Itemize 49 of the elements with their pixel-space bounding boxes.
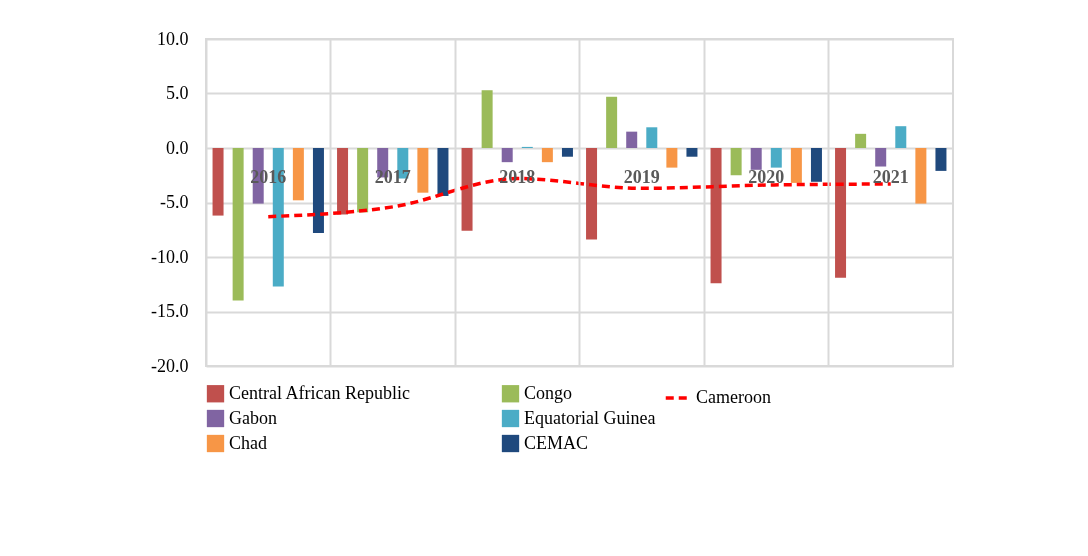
bar (312, 148, 324, 234)
bar (855, 133, 867, 148)
bar (935, 148, 947, 171)
bar (810, 148, 822, 182)
x-tick-label: 2021 (872, 166, 909, 187)
bar (212, 148, 224, 216)
bar (875, 148, 887, 167)
y-tick-label: -10.0 (151, 246, 189, 267)
bar (337, 148, 349, 215)
y-tick-label: -15.0 (151, 301, 189, 321)
y-tick-label: 0.0 (166, 137, 189, 158)
y-tick-label: -5.0 (160, 192, 189, 212)
bar (437, 148, 449, 196)
y-tick-label: -20.0 (151, 355, 189, 376)
legend-label: Central African Republic (229, 382, 410, 403)
bar (357, 148, 369, 213)
bar (750, 148, 762, 170)
bar (481, 90, 493, 148)
bar (895, 126, 907, 148)
y-tick-label: 5.0 (166, 83, 189, 103)
bar (770, 148, 782, 168)
x-tick-label: 2016 (250, 166, 287, 187)
x-tick-label: 2020 (748, 166, 785, 187)
bar (417, 148, 429, 193)
legend-label: Chad (229, 432, 267, 453)
bar (606, 96, 618, 148)
bar (561, 148, 573, 157)
x-tick-label: 2019 (623, 166, 660, 187)
bar (501, 148, 513, 163)
bar (730, 148, 742, 176)
bar (686, 148, 698, 157)
bar (586, 148, 598, 240)
bar (790, 148, 802, 183)
bar (835, 148, 847, 278)
y-tick-label: 10.0 (157, 28, 189, 49)
bar (626, 131, 638, 148)
legend-label: Congo (524, 382, 573, 403)
bar (646, 127, 658, 148)
legend-label: CEMAC (524, 432, 589, 453)
bar (666, 148, 678, 168)
bar (710, 148, 722, 284)
bar (915, 148, 927, 204)
bar (232, 148, 244, 301)
bar (541, 148, 553, 163)
bar (461, 148, 473, 231)
legend-label: Cameroon (696, 387, 771, 407)
bar (292, 148, 304, 201)
legend-label: Gabon (229, 407, 277, 428)
legend-label: Equatorial Guinea (524, 407, 656, 428)
